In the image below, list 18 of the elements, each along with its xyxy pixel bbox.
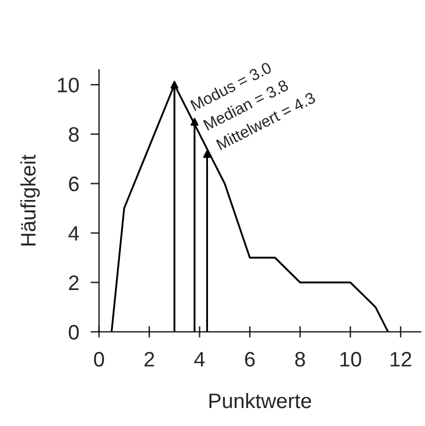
point bbox=[170, 80, 178, 89]
x-tick-label: 10 bbox=[340, 352, 362, 367]
point bbox=[190, 118, 198, 126]
y-tick-label: 10 bbox=[58, 78, 79, 92]
y-tick-label: 2 bbox=[69, 275, 79, 290]
y-tick-label: 0 bbox=[68, 324, 79, 340]
y-axis-title: Häufigkeit bbox=[20, 154, 40, 246]
y-tick-label: 6 bbox=[69, 176, 79, 192]
x-axis-title: Punktwerte bbox=[209, 392, 312, 408]
x-tick-label: 0 bbox=[94, 352, 104, 367]
x-tick-label: 2 bbox=[144, 352, 154, 366]
y-tick-label: 8 bbox=[68, 127, 79, 142]
point bbox=[203, 150, 212, 158]
x-tick-label: 4 bbox=[194, 352, 205, 366]
x-tick-label: 8 bbox=[295, 352, 305, 367]
y-tick-label: 4 bbox=[68, 226, 79, 241]
x-tick-label: 6 bbox=[245, 352, 255, 367]
x-tick-label: 12 bbox=[390, 352, 412, 366]
